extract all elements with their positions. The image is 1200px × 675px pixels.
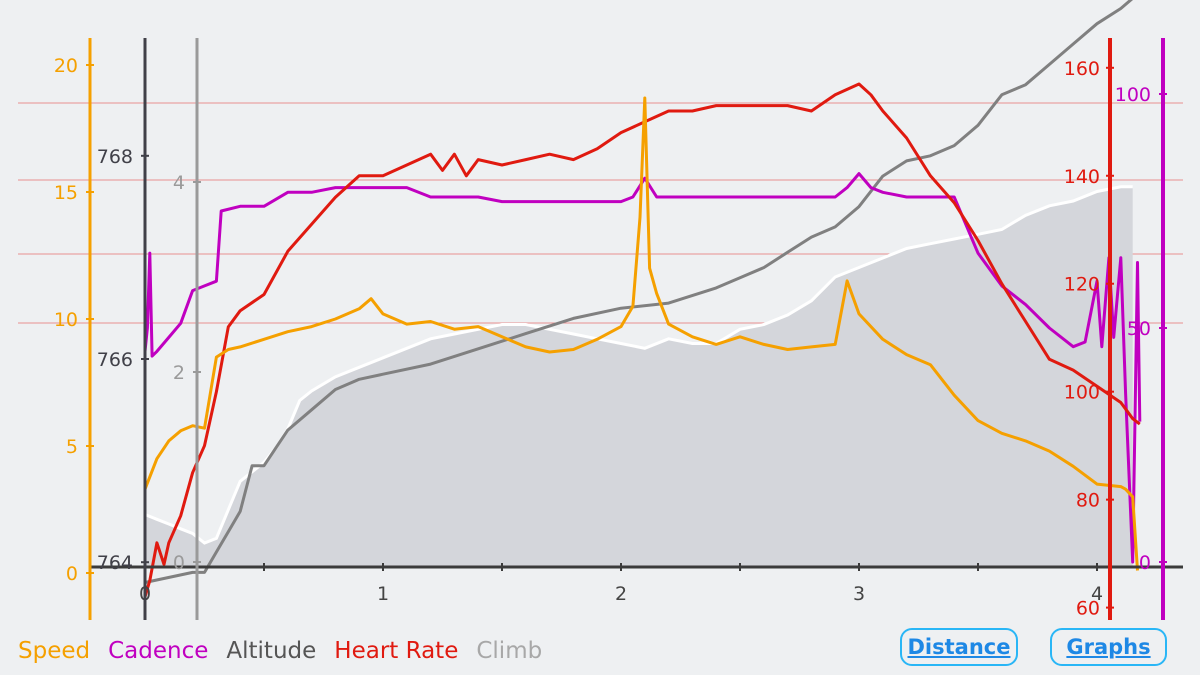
heart-rate-tick-label-160: 160 (1064, 58, 1100, 80)
legend-altitude: Altitude (226, 638, 317, 664)
x-tick-label-3: 3 (853, 583, 865, 605)
heart-rate-tick-label-80: 80 (1076, 490, 1100, 512)
heart-rate-tick-label-100: 100 (1064, 382, 1100, 404)
cadence-tick-label-100: 100 (1115, 84, 1151, 106)
altitude-line (144, 0, 1134, 584)
speed-tick-label-20: 20 (54, 55, 78, 77)
x-tick-label-2: 2 (615, 583, 627, 605)
speed-tick-label-0: 0 (66, 563, 78, 585)
cadence-line (143, 172, 1142, 564)
legend-cadence: Cadence (108, 638, 209, 664)
legend-speed: Speed (18, 638, 91, 664)
speed-tick-label-5: 5 (66, 436, 78, 458)
legend-heart-rate: Heart Rate (334, 638, 459, 664)
axes: 0123405101520764766768024608010012014016… (54, 38, 1183, 620)
x-tick-label-1: 1 (377, 583, 389, 605)
climb-series (144, 185, 1133, 568)
legend: Speed Cadence Altitude Heart Rate Climb (18, 638, 542, 664)
cadence-tick-label-0: 0 (1139, 552, 1151, 574)
heart-rate-tick-label-60: 60 (1076, 598, 1100, 620)
altitude-tick-label-764: 764 (97, 552, 133, 574)
climb-tick-label-4: 4 (173, 172, 185, 194)
data-series (143, 0, 1142, 598)
climb-tick-label-0: 0 (173, 552, 185, 574)
climb-line (144, 185, 1133, 545)
distance-button[interactable]: Distance (900, 628, 1018, 666)
x-tick-label-4: 4 (1091, 583, 1103, 605)
speed-line (143, 96, 1139, 571)
climb-tick-label-2: 2 (173, 362, 185, 384)
graphs-button[interactable]: Graphs (1050, 628, 1167, 666)
climb-area (145, 186, 1133, 568)
speed-tick-label-15: 15 (54, 182, 78, 204)
speed-tick-label-10: 10 (54, 309, 78, 331)
altitude-tick-label-768: 768 (97, 146, 133, 168)
heart-rate-tick-label-120: 120 (1064, 274, 1100, 296)
cadence-tick-label-50: 50 (1127, 318, 1151, 340)
heart-rate-line (143, 82, 1141, 598)
altitude-tick-label-766: 766 (97, 349, 133, 371)
legend-climb: Climb (476, 638, 543, 664)
heart-rate-tick-label-140: 140 (1064, 166, 1100, 188)
